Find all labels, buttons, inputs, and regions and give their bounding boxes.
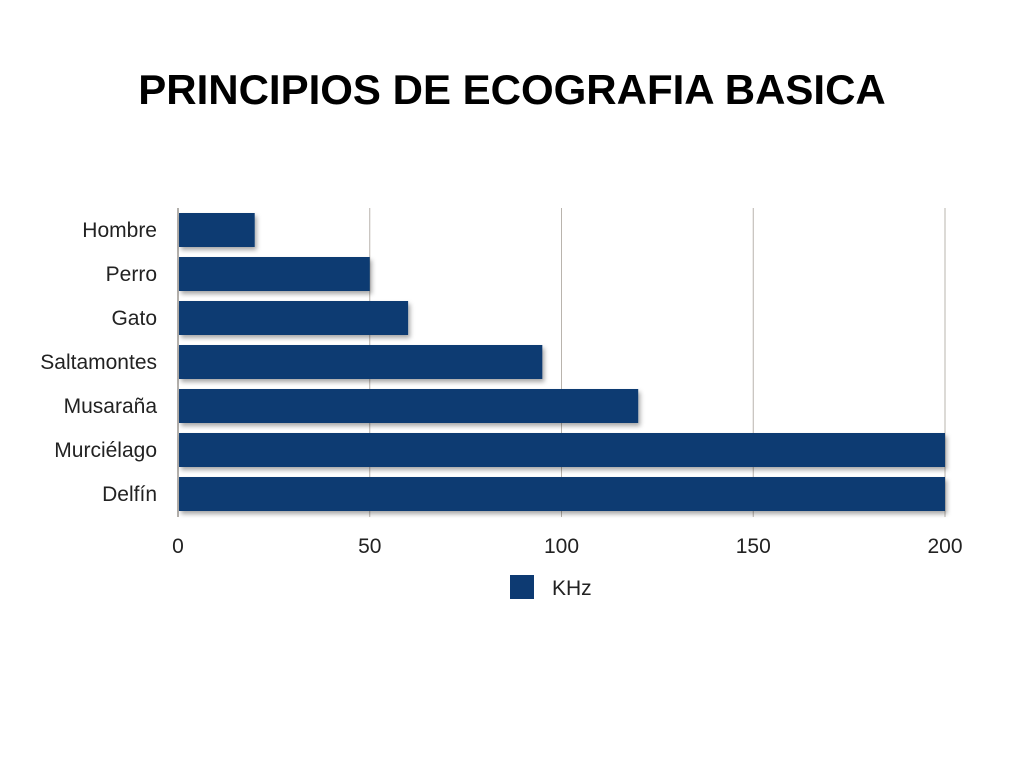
category-label: Hombre [82, 219, 157, 242]
slide-title: PRINCIPIOS DE ECOGRAFIA BASICA [138, 66, 886, 113]
legend-swatch [510, 575, 534, 599]
bar [179, 301, 409, 335]
x-tick-label: 0 [172, 535, 184, 558]
category-label: Saltamontes [40, 351, 157, 374]
x-tick-label: 50 [358, 535, 381, 558]
bar [179, 389, 639, 423]
bars [179, 213, 945, 511]
bar [179, 433, 945, 467]
legend: KHz [510, 575, 592, 600]
x-tick-label: 100 [544, 535, 579, 558]
bar [179, 257, 370, 291]
category-label: Delfín [102, 483, 157, 506]
x-tick-label: 150 [736, 535, 771, 558]
category-labels: Hombre Perro Gato Saltamontes Musaraña Murcié… [40, 219, 157, 506]
x-tick-label: 200 [927, 535, 962, 558]
bar [179, 477, 945, 511]
category-label: Gato [111, 307, 157, 330]
category-label: Perro [106, 263, 157, 286]
x-tick-labels: 0 50 100 150 200 [172, 535, 962, 558]
legend-label: KHz [552, 577, 592, 600]
category-label: Murciélago [54, 439, 157, 462]
bar [179, 213, 255, 247]
bar [179, 345, 543, 379]
category-label: Musaraña [64, 395, 158, 418]
